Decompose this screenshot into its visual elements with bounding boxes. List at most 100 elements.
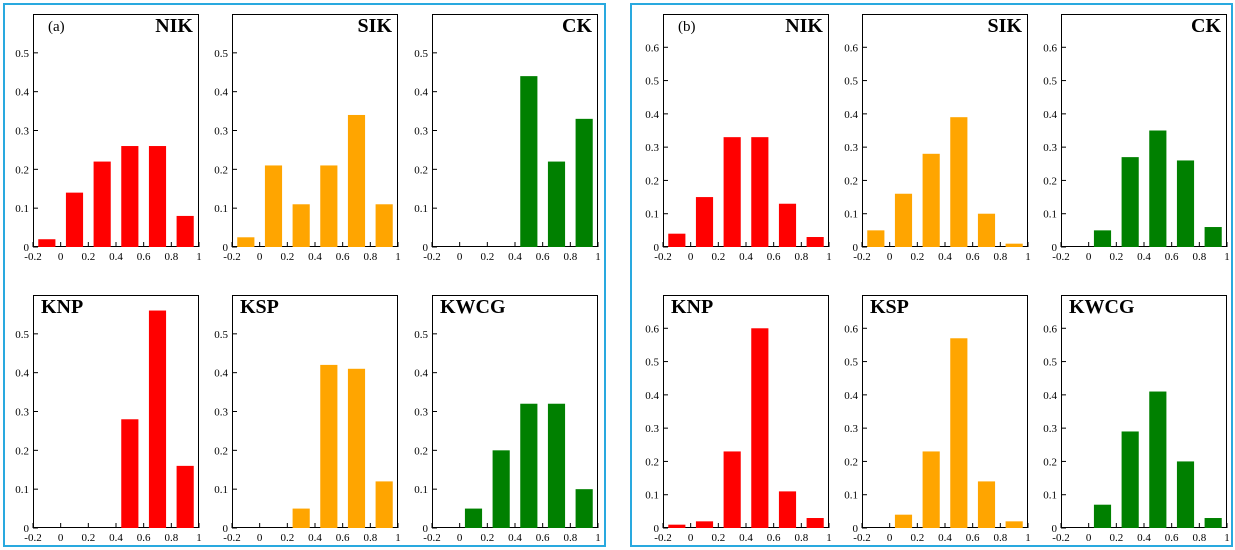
bar (320, 364, 338, 528)
bar (751, 328, 769, 528)
x-tick-label: 0.8 (164, 532, 178, 544)
x-tick-label: 0.4 (109, 532, 123, 544)
y-tick-label: 0.5 (414, 48, 428, 60)
panel-title: CK (1191, 15, 1221, 37)
bar (1121, 157, 1139, 247)
x-tick-label: 0.8 (993, 532, 1007, 544)
y-tick-label: 0.4 (645, 109, 659, 121)
x-tick-label: 0.2 (910, 251, 924, 263)
bar (121, 146, 139, 247)
y-tick-label: 0.1 (844, 490, 858, 502)
y-tick-label: 0.2 (15, 164, 29, 176)
x-tick-label: 1 (826, 532, 832, 544)
bar (575, 118, 593, 247)
x-tick-label: 0.2 (711, 251, 725, 263)
y-tick-label: 0 (1052, 242, 1058, 254)
y-tick-label: 0.5 (414, 329, 428, 341)
x-tick-label: 0 (1086, 251, 1092, 263)
x-tick-label: -0.2 (853, 532, 870, 544)
bar (867, 230, 885, 247)
plot-frame (232, 295, 398, 528)
panel-title: SIK (358, 15, 393, 37)
y-tick-label: 0.3 (1043, 423, 1057, 435)
y-tick-label: 0.4 (844, 390, 858, 402)
x-tick-label: 0.2 (81, 532, 95, 544)
x-tick-label: 0.8 (363, 532, 377, 544)
y-tick-label: 0.1 (1043, 490, 1057, 502)
y-tick-label: 0.6 (844, 42, 858, 54)
x-tick-label: -0.2 (24, 532, 41, 544)
x-tick-label: 1 (1025, 532, 1031, 544)
y-tick-label: 0.5 (214, 329, 228, 341)
bar (547, 161, 566, 247)
x-tick-label: 1 (196, 251, 202, 263)
bar (922, 153, 940, 247)
x-tick-label: 0.4 (938, 251, 952, 263)
x-tick-label: 0.6 (536, 532, 550, 544)
y-tick-label: 0.1 (15, 484, 29, 496)
x-tick-label: 0.4 (739, 251, 753, 263)
x-tick-label: 0.2 (1109, 251, 1123, 263)
bar (806, 518, 824, 528)
panel-title: CK (562, 15, 592, 37)
x-tick-label: 0.4 (1137, 251, 1151, 263)
plot-frame (862, 295, 1028, 528)
x-tick-label: 0.2 (711, 532, 725, 544)
bar (292, 508, 310, 528)
y-tick-label: 0.6 (645, 323, 659, 335)
x-tick-label: 0.2 (1109, 532, 1123, 544)
x-tick-label: -0.2 (853, 251, 870, 263)
x-tick-label: 1 (1025, 251, 1031, 263)
plot-frame (232, 14, 398, 247)
x-tick-label: 0.6 (767, 532, 781, 544)
y-tick-label: 0.1 (844, 209, 858, 221)
y-tick-label: 0.4 (1043, 109, 1057, 121)
bar (347, 114, 366, 247)
bar (38, 239, 56, 247)
x-tick-label: 0.2 (280, 251, 294, 263)
bar (668, 233, 686, 247)
x-tick-label: 0.6 (1165, 251, 1179, 263)
bar (1176, 160, 1195, 247)
x-tick-label: 0.4 (938, 532, 952, 544)
bar (778, 203, 797, 247)
plot-frame (33, 295, 199, 528)
x-tick-label: 1 (1224, 251, 1230, 263)
y-tick-label: 0.5 (844, 76, 858, 88)
bar (320, 165, 338, 247)
y-tick-label: 0.3 (844, 423, 858, 435)
y-tick-label: 0.5 (844, 357, 858, 369)
y-tick-label: 0.3 (645, 142, 659, 154)
bar (1149, 130, 1167, 247)
bar (375, 481, 393, 528)
panel-title: KNP (41, 296, 83, 318)
y-tick-label: 0 (24, 242, 30, 254)
x-tick-label: 1 (595, 251, 601, 263)
panel-title: KWCG (440, 296, 506, 318)
x-tick-label: 1 (826, 251, 832, 263)
bar (121, 419, 139, 528)
bar (347, 368, 366, 528)
y-tick-label: 0.2 (1043, 456, 1057, 468)
bar (894, 193, 913, 247)
x-tick-label: 0.4 (1137, 532, 1151, 544)
plot-frame (432, 295, 598, 528)
bar (977, 481, 996, 528)
y-tick-label: 0.5 (214, 48, 228, 60)
y-tick-label: 0.3 (15, 126, 29, 138)
x-tick-label: 0.4 (508, 532, 522, 544)
bar (237, 237, 255, 247)
bar (1149, 391, 1167, 528)
bar (547, 403, 566, 528)
y-tick-label: 0.2 (214, 164, 228, 176)
bar (492, 450, 510, 528)
y-tick-label: 0.1 (645, 490, 659, 502)
bar (375, 204, 393, 247)
x-tick-label: 0 (1086, 532, 1092, 544)
y-tick-label: 0 (1052, 523, 1058, 535)
y-tick-label: 0.4 (1043, 390, 1057, 402)
y-tick-label: 0.2 (844, 456, 858, 468)
bar (894, 514, 913, 528)
